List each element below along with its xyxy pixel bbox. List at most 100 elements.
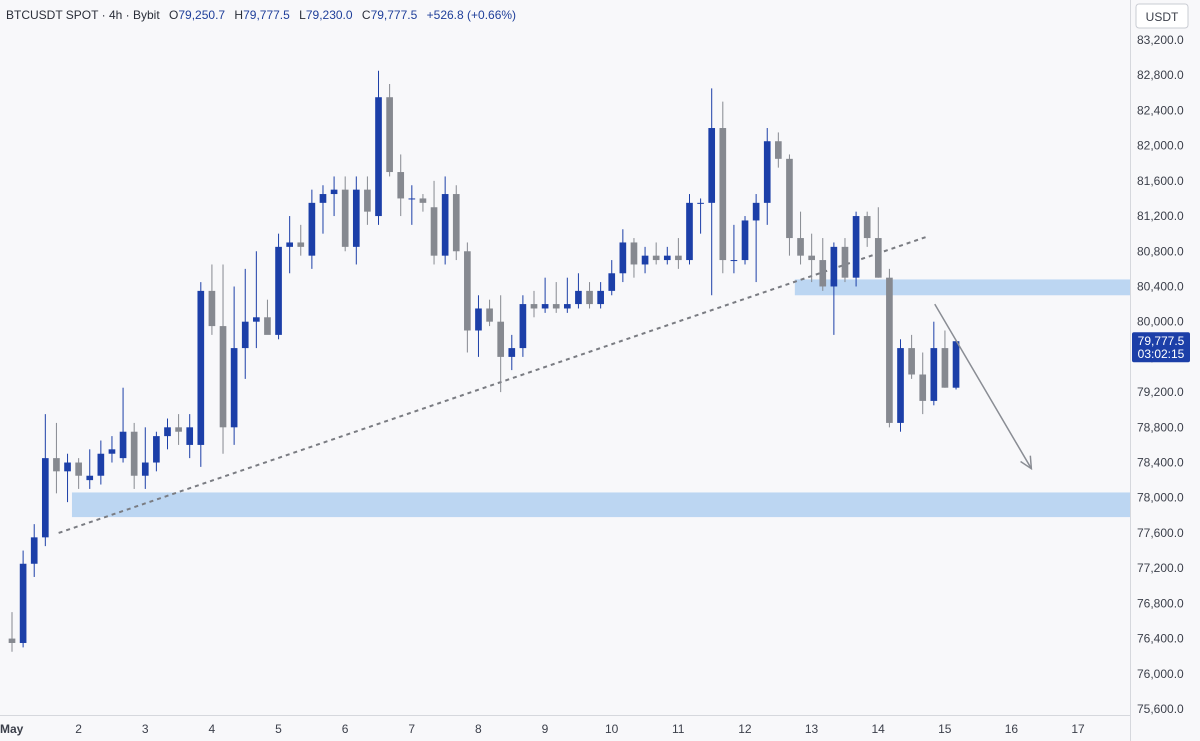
- candle-body: [952, 341, 960, 388]
- candle-body: [386, 97, 393, 173]
- time-tick-label: 4: [209, 722, 216, 736]
- candle: [141, 427, 149, 489]
- candle: [330, 176, 338, 217]
- candle: [775, 132, 782, 168]
- candle-body: [375, 97, 382, 217]
- candle: [97, 440, 105, 485]
- candle: [619, 229, 627, 283]
- candle-body: [752, 202, 760, 221]
- candle: [30, 524, 38, 577]
- candle-body: [208, 290, 216, 327]
- candle: [341, 176, 349, 252]
- candle-body: [652, 255, 660, 261]
- last-price-value: 79,777.5: [1138, 334, 1185, 348]
- candle-body: [452, 194, 460, 252]
- price-tick-label: 78,400.0: [1137, 456, 1184, 470]
- candle: [275, 233, 282, 340]
- candle: [630, 238, 638, 278]
- candle: [219, 264, 227, 454]
- candle: [552, 282, 560, 313]
- open-value: 79,250.7: [178, 8, 226, 22]
- candle-body: [663, 255, 671, 261]
- candle: [886, 268, 893, 428]
- candle-body: [552, 304, 560, 309]
- interval-label[interactable]: 4h: [108, 8, 123, 22]
- candle: [897, 339, 904, 432]
- candle-body: [75, 462, 82, 476]
- candle-body: [419, 198, 427, 203]
- candle: [763, 128, 771, 225]
- time-tick-label: 10: [605, 722, 619, 736]
- candle-body: [219, 326, 227, 428]
- candle-body: [352, 189, 360, 247]
- candle: [119, 387, 127, 463]
- candle: [475, 295, 482, 357]
- candle: [575, 273, 582, 309]
- candle-body: [541, 304, 549, 309]
- time-tick-label: 3: [142, 722, 149, 736]
- time-tick-label: 13: [805, 722, 819, 736]
- candle-body: [253, 317, 260, 322]
- time-tick-label: 5: [275, 722, 282, 736]
- candle: [608, 260, 616, 296]
- candle-body: [530, 304, 538, 309]
- candle: [808, 233, 815, 283]
- price-tick-label: 76,000.0: [1137, 667, 1184, 681]
- price-tick-label: 76,400.0: [1137, 632, 1184, 646]
- candle-body: [153, 436, 160, 463]
- time-tick-label: 8: [475, 722, 482, 736]
- candle: [919, 352, 927, 415]
- close-label: C: [361, 8, 371, 22]
- candle-body: [130, 431, 138, 476]
- candle-body: [686, 202, 693, 261]
- candle: [153, 431, 160, 472]
- candle-body: [53, 458, 60, 472]
- supply-demand-zone-1: [794, 279, 1130, 296]
- candle-body: [808, 255, 815, 261]
- zones-layer: [71, 279, 1130, 518]
- candle-body: [319, 194, 327, 203]
- arrow-head: [1020, 455, 1033, 471]
- candle-body: [186, 427, 194, 445]
- time-tick-label: 16: [1005, 722, 1019, 736]
- candle: [8, 612, 16, 652]
- candle: [641, 246, 649, 274]
- candle-body: [341, 189, 349, 247]
- candle: [874, 207, 882, 278]
- candle-body: [830, 246, 838, 287]
- candle-body: [141, 462, 149, 476]
- candle-body: [597, 290, 604, 305]
- price-axis-bg: [1130, 0, 1200, 741]
- symbol-header: BTCUSDT SPOT · 4h · Bybit O79,250.7 H79,…: [6, 8, 517, 22]
- candle: [253, 251, 260, 349]
- high-value: 79,777.5: [243, 8, 290, 22]
- candle: [941, 330, 949, 388]
- candle-body: [608, 273, 616, 291]
- symbol-name[interactable]: BTCUSDT SPOT: [6, 8, 99, 22]
- price-tick-label: 80,400.0: [1137, 279, 1184, 293]
- candle: [586, 282, 593, 309]
- price-tick-label: 82,800.0: [1137, 68, 1184, 82]
- candle: [319, 185, 327, 234]
- candle-body: [97, 453, 105, 476]
- candle: [419, 194, 427, 212]
- candle: [497, 295, 505, 393]
- candle-body: [697, 202, 704, 204]
- candle-body: [86, 475, 94, 481]
- candle-body: [641, 255, 649, 265]
- low-value: 79,230.0: [305, 8, 353, 22]
- candle-body: [275, 246, 282, 335]
- candle-body: [675, 255, 682, 261]
- candle-body: [841, 246, 849, 278]
- price-tick-label: 78,000.0: [1137, 491, 1184, 505]
- candle-body: [941, 348, 949, 388]
- candle-body: [630, 242, 638, 265]
- candle: [830, 242, 838, 335]
- candle: [86, 449, 94, 489]
- candle-body: [519, 304, 527, 349]
- projection-arrow: [934, 303, 1033, 470]
- price-tick-label: 80,800.0: [1137, 244, 1184, 258]
- price-tick-label: 77,600.0: [1137, 526, 1184, 540]
- candle-body: [730, 260, 738, 262]
